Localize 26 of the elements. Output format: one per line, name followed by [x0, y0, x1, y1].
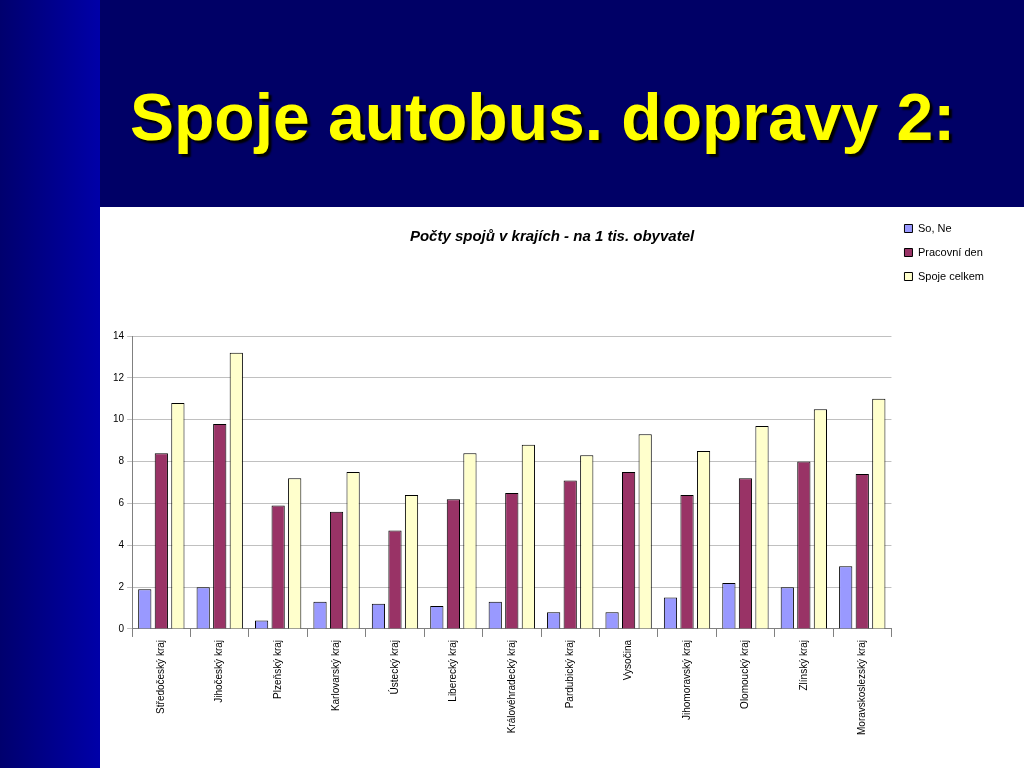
legend-label: Pracovní den — [917, 245, 983, 258]
x-tick-label: Liberecký kraj — [447, 639, 459, 702]
y-tick-label: 10 — [113, 413, 125, 425]
x-tick-label: Středočeský kraj — [155, 639, 167, 714]
x-tick-label: Královéhradecký kraj — [505, 639, 517, 734]
x-tick-label: Jihočeský kraj — [213, 639, 225, 703]
x-tick-label: Moravskoslezský kraj — [856, 639, 868, 736]
x-tick-label: Plzeňský kraj — [271, 639, 283, 699]
y-tick-label: 12 — [113, 371, 125, 383]
x-tick-label: Olomoucký kraj — [739, 639, 751, 709]
y-tick-label: 14 — [113, 329, 125, 341]
y-tick-label: 6 — [118, 497, 125, 509]
x-tick-label: Zlínský kraj — [797, 639, 809, 691]
legend-label: So, Ne — [917, 221, 952, 234]
x-tick-label: Jihomoravský kraj — [680, 639, 692, 721]
x-tick-label: Vysočina — [622, 639, 634, 681]
chart-subtitle: Počty spojů v krajích - na 1 tis. obyvatel — [409, 227, 695, 245]
y-tick-label: 8 — [118, 455, 125, 467]
legend-label: Spoje celkem — [917, 269, 985, 282]
y-tick-label: 4 — [118, 539, 125, 551]
y-tick-label: 0 — [118, 622, 125, 634]
chart-title: Spoje autobus. dopravy 2: — [130, 80, 956, 154]
x-tick-label: Karlovarský kraj — [330, 639, 342, 712]
x-tick-label: Pardubický kraj — [563, 639, 575, 709]
x-tick-label: Ústecký kraj — [387, 639, 400, 695]
y-tick-label: 2 — [118, 580, 125, 592]
